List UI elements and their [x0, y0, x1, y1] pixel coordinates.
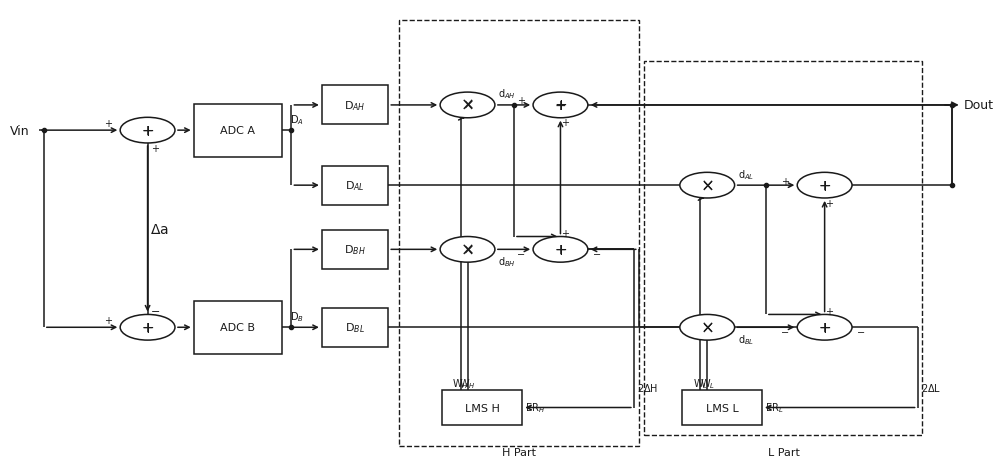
Text: +: +	[826, 198, 834, 208]
Text: +: +	[555, 99, 566, 113]
Text: ×: ×	[700, 177, 714, 195]
Text: D$_B$: D$_B$	[290, 309, 304, 323]
Text: D$_{AL}$: D$_{AL}$	[345, 179, 365, 193]
Bar	[682, 390, 762, 425]
Text: Dout: Dout	[964, 99, 994, 112]
Text: ×: ×	[701, 320, 713, 335]
Text: +: +	[151, 143, 159, 153]
Text: ER$_L$: ER$_L$	[765, 401, 783, 414]
Text: D$_{BH}$: D$_{BH}$	[344, 243, 366, 257]
Text: +: +	[141, 123, 154, 138]
Circle shape	[440, 93, 495, 119]
Text: 2$\Delta$H: 2$\Delta$H	[637, 381, 658, 393]
Text: H Part: H Part	[502, 447, 536, 457]
Circle shape	[440, 237, 495, 263]
Text: W$_H$: W$_H$	[459, 377, 476, 390]
Text: ×: ×	[700, 319, 714, 337]
Text: +: +	[555, 243, 566, 257]
Text: d$_{AH}$: d$_{AH}$	[498, 88, 516, 101]
Circle shape	[533, 237, 588, 263]
Text: Vin: Vin	[10, 125, 29, 138]
Text: +: +	[819, 179, 830, 193]
Text: W$_L$: W$_L$	[700, 377, 715, 390]
Text: +: +	[104, 119, 112, 129]
Text: ER$_H$: ER$_H$	[525, 401, 545, 414]
Bar	[194, 105, 282, 157]
Text: +: +	[818, 320, 831, 335]
Bar	[442, 390, 522, 425]
Text: ×: ×	[461, 97, 474, 115]
Text: +: +	[819, 320, 830, 335]
Text: d$_{BH}$: d$_{BH}$	[498, 254, 516, 268]
Text: +: +	[554, 98, 567, 113]
Text: ×: ×	[701, 179, 713, 193]
Text: +: +	[818, 178, 831, 193]
Text: +: +	[142, 320, 153, 335]
Text: d$_{BL}$: d$_{BL}$	[738, 332, 754, 346]
Bar	[322, 86, 388, 125]
Text: LMS H: LMS H	[465, 403, 500, 413]
Text: W$_H$: W$_H$	[452, 377, 469, 390]
Text: +: +	[142, 124, 153, 138]
Text: 2$\Delta$L: 2$\Delta$L	[921, 381, 941, 393]
Bar	[194, 301, 282, 354]
Text: +: +	[826, 306, 834, 316]
Text: D$_{BL}$: D$_{BL}$	[345, 321, 365, 334]
Bar	[322, 231, 388, 269]
Text: $\Delta$a: $\Delta$a	[150, 222, 169, 236]
Text: +: +	[517, 96, 525, 106]
Text: ×: ×	[462, 243, 473, 257]
Circle shape	[120, 315, 175, 340]
Circle shape	[533, 93, 588, 119]
Text: −: −	[781, 327, 789, 337]
Text: ADC A: ADC A	[220, 126, 255, 136]
Text: +: +	[141, 320, 154, 335]
Text: +: +	[561, 118, 569, 128]
Bar	[644, 62, 922, 435]
Text: −: −	[151, 306, 160, 316]
Text: −: −	[857, 327, 865, 337]
Text: +: +	[781, 176, 789, 186]
Circle shape	[120, 118, 175, 144]
Bar	[322, 166, 388, 205]
Text: −: −	[593, 250, 601, 259]
Circle shape	[797, 315, 852, 340]
Text: D$_A$: D$_A$	[290, 113, 304, 126]
Text: +: +	[554, 242, 567, 257]
Text: d$_{AL}$: d$_{AL}$	[738, 168, 754, 181]
Text: W$_L$: W$_L$	[693, 377, 708, 390]
Circle shape	[797, 173, 852, 199]
Text: D$_{AH}$: D$_{AH}$	[344, 99, 366, 113]
Circle shape	[680, 315, 735, 340]
Text: +: +	[561, 228, 569, 238]
Text: ADC B: ADC B	[220, 323, 255, 332]
Text: +: +	[104, 316, 112, 325]
Text: −: −	[517, 250, 525, 259]
Text: L Part: L Part	[768, 447, 799, 457]
Bar	[399, 21, 639, 446]
Bar	[322, 308, 388, 347]
Text: LMS L: LMS L	[706, 403, 738, 413]
Text: ×: ×	[462, 99, 473, 113]
Circle shape	[680, 173, 735, 199]
Text: ×: ×	[461, 241, 474, 259]
